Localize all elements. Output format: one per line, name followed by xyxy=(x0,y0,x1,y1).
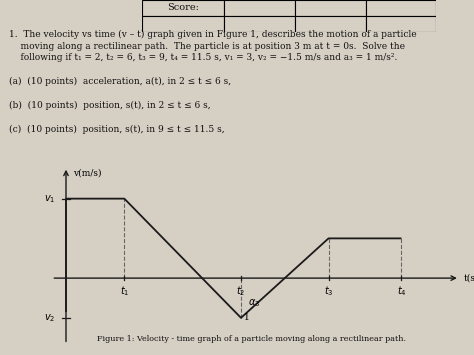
Text: Score:: Score: xyxy=(167,4,199,12)
Text: $\alpha_3$: $\alpha_3$ xyxy=(248,297,261,309)
Text: $v_2$: $v_2$ xyxy=(45,312,56,324)
Text: $v_1$: $v_1$ xyxy=(45,193,56,204)
FancyBboxPatch shape xyxy=(142,16,225,32)
FancyBboxPatch shape xyxy=(365,0,436,16)
Text: 1: 1 xyxy=(244,313,250,322)
Text: $t_2$: $t_2$ xyxy=(237,284,246,298)
Text: t(s): t(s) xyxy=(464,274,474,283)
FancyBboxPatch shape xyxy=(142,0,225,16)
FancyBboxPatch shape xyxy=(295,16,365,32)
Text: Figure 1: Velocity - time graph of a particle moving along a rectilinear path.: Figure 1: Velocity - time graph of a par… xyxy=(97,335,406,343)
Text: v(m/s): v(m/s) xyxy=(73,168,102,177)
Text: $t_1$: $t_1$ xyxy=(119,284,129,298)
FancyBboxPatch shape xyxy=(295,0,365,16)
FancyBboxPatch shape xyxy=(365,16,436,32)
Text: 1.  The velocity vs time (v – t) graph given in Figure 1, describes the motion o: 1. The velocity vs time (v – t) graph gi… xyxy=(9,30,417,134)
FancyBboxPatch shape xyxy=(225,16,295,32)
FancyBboxPatch shape xyxy=(225,0,295,16)
Text: $t_3$: $t_3$ xyxy=(324,284,333,298)
Text: $t_4$: $t_4$ xyxy=(397,284,406,298)
